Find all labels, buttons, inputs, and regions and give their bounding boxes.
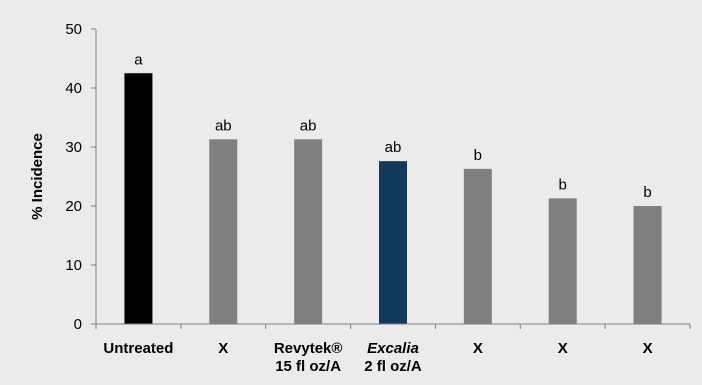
- y-tick-label: 10: [65, 257, 82, 274]
- y-tick-label: 0: [74, 316, 82, 333]
- significance-letter: b: [474, 147, 482, 164]
- category-label: X: [218, 340, 228, 357]
- bar: [633, 206, 662, 324]
- bar: [124, 73, 153, 324]
- significance-letter: ab: [215, 117, 232, 134]
- category-label: X: [558, 340, 568, 357]
- y-tick-label: 40: [65, 80, 82, 97]
- y-tick-label: 20: [65, 198, 82, 215]
- category-label: Untreated: [103, 340, 173, 357]
- axes-group: 0 10 20 30 40 50: [65, 21, 691, 333]
- y-tick-label: 30: [65, 139, 82, 156]
- significance-letter: a: [134, 51, 143, 68]
- bar: [379, 161, 407, 324]
- significance-letter: ab: [300, 117, 317, 134]
- y-tick-label: 50: [65, 21, 82, 38]
- y-axis-label: % Incidence: [29, 133, 46, 220]
- bar: [294, 139, 323, 324]
- category-label: Excalia: [367, 340, 419, 357]
- category-label: 15 fl oz/A: [275, 358, 341, 375]
- significance-letter: b: [643, 184, 651, 201]
- category-label: Revytek®: [274, 340, 343, 357]
- category-label: 2 fl oz/A: [364, 358, 422, 375]
- bar: [548, 198, 577, 324]
- significance-letter: b: [559, 176, 567, 193]
- bar: [209, 139, 238, 324]
- bars-group: [124, 73, 662, 324]
- data-labels-group: a Untreated ab Xab Revytek®15 fl oz/A ab Excal…: [103, 51, 652, 375]
- significance-letter: ab: [385, 139, 402, 156]
- category-label: X: [473, 340, 483, 357]
- bar: [463, 168, 492, 324]
- category-label: X: [643, 340, 653, 357]
